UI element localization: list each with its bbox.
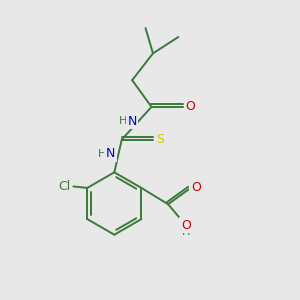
Text: H: H bbox=[98, 149, 106, 159]
Text: N: N bbox=[128, 115, 137, 128]
Text: O: O bbox=[191, 181, 201, 194]
Text: N: N bbox=[106, 147, 115, 161]
Text: H: H bbox=[119, 116, 128, 126]
Text: O: O bbox=[181, 218, 191, 232]
Text: S: S bbox=[156, 133, 164, 146]
Text: Cl: Cl bbox=[58, 180, 70, 193]
Text: H: H bbox=[182, 227, 190, 237]
Text: O: O bbox=[185, 100, 195, 113]
